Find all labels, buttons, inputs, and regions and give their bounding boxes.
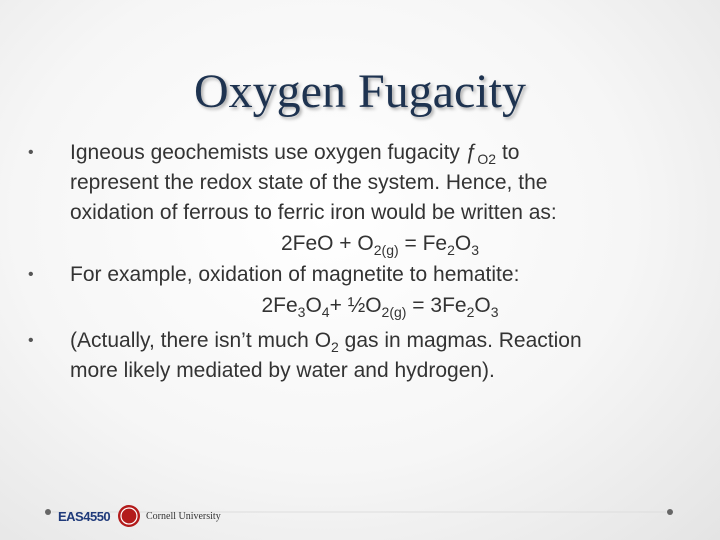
text-run: = 3Fe: [406, 294, 467, 317]
text-line: more likely mediated by water and hydrog…: [70, 358, 495, 384]
footer-dot: [667, 509, 673, 515]
equation: 2Fe3O4+ ½O2(g) = 3Fe2O3: [0, 293, 720, 319]
text-line: oxidation of ferrous to ferric iron woul…: [70, 200, 557, 226]
subscript: 2: [447, 242, 455, 258]
subscript: 4: [321, 304, 330, 320]
university-name: Cornell University: [146, 511, 221, 522]
text-line: represent the redox state of the system.…: [70, 170, 547, 196]
course-code: EAS4550: [58, 509, 111, 524]
text-run: gas in magmas. Reaction: [338, 329, 582, 352]
text-run: For example, oxidation of magnetite to h…: [70, 263, 520, 286]
text-run: O: [454, 232, 472, 255]
subscript: 2(g): [381, 304, 407, 320]
subscript: 2: [466, 304, 475, 320]
text-line: (Actually, there isn’t much O2 gas in ma…: [70, 328, 582, 354]
text-line: Igneous geochemists use oxygen fugacity …: [70, 140, 519, 166]
text-run: 2FeO + O: [280, 232, 374, 255]
text-line: For example, oxidation of magnetite to h…: [70, 262, 519, 288]
text-run: represent the redox state of the system.…: [70, 171, 548, 194]
subscript: 3: [490, 304, 499, 320]
subscript: 2: [331, 339, 339, 355]
bullet-marker: •: [28, 332, 34, 349]
text-run: O: [474, 294, 491, 317]
text-run: + ½O: [329, 294, 382, 317]
subscript: 2(g): [373, 242, 399, 258]
subscript: 3: [297, 304, 306, 320]
text-run: = Fe: [398, 232, 448, 255]
bullet-marker: •: [28, 266, 34, 283]
text-run: Igneous geochemists use oxygen fugacity …: [70, 141, 478, 164]
text-run: 2Fe: [261, 294, 298, 317]
bullet-marker: •: [28, 144, 34, 161]
equation: 2FeO + O2(g) = Fe2O3: [0, 231, 720, 257]
footer-dot: [45, 509, 51, 515]
subscript: O2: [477, 151, 497, 167]
subscript: 3: [471, 242, 480, 258]
text-run: to: [496, 141, 520, 164]
slide-title: Oxygen Fugacity: [194, 65, 526, 118]
text-run: (Actually, there isn’t much O: [70, 329, 332, 352]
text-run: O: [305, 294, 322, 317]
cornell-seal-ring: [120, 507, 138, 525]
text-run: oxidation of ferrous to ferric iron woul…: [70, 201, 557, 224]
text-run: more likely mediated by water and hydrog…: [70, 359, 495, 382]
